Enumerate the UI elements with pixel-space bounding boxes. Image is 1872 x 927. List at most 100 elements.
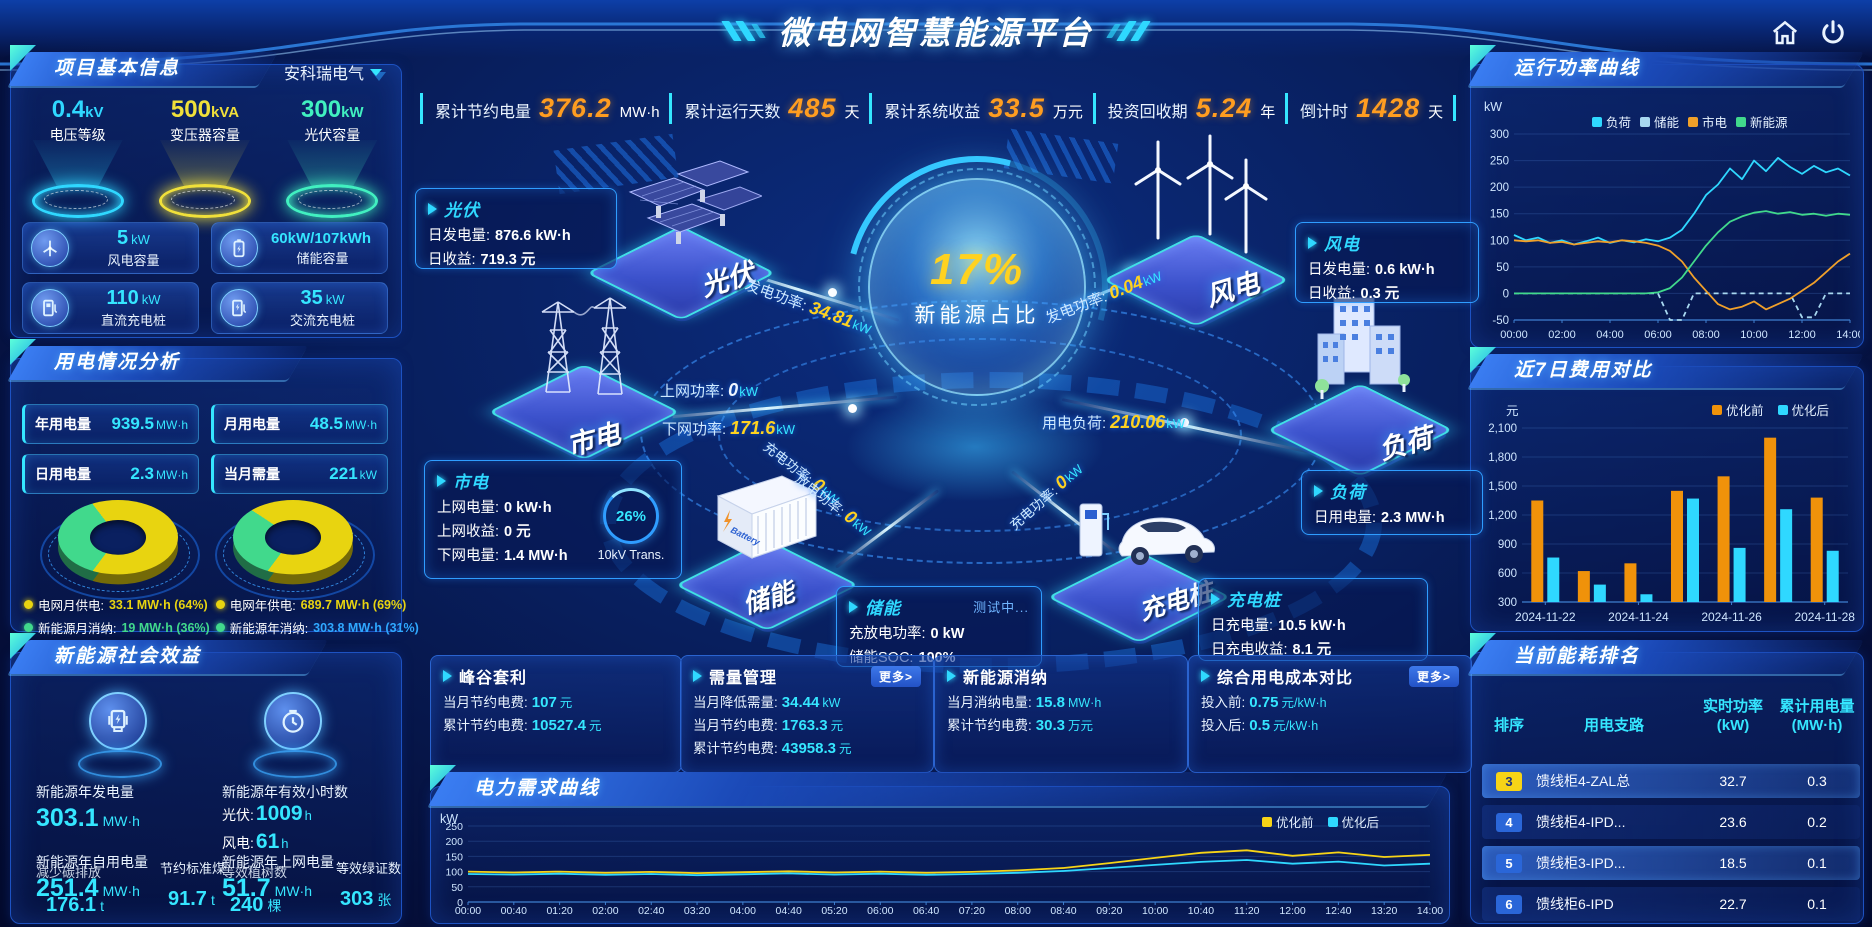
- arrow-icon: [437, 474, 446, 487]
- supply-donut: [39, 500, 200, 600]
- usage-stat-chip: 当月需量 221 kW: [211, 454, 388, 494]
- summary-line: 当月降低需量: 34.44 kW: [693, 694, 841, 711]
- power-curve-chart: 300 250 200 150 100 50 0 -50 00:00 02:00 04:00 06:0…: [1490, 129, 1860, 341]
- legend-item[interactable]: 优化后: [1777, 400, 1829, 419]
- svg-text:0: 0: [457, 897, 463, 909]
- ranking-table: 3 馈线柜4-ZAL总 32.7 0.3 4 馈线柜4-IPD... 23.6 0.2 5 馈线柜…: [1482, 764, 1860, 927]
- donut-legend: 电网月供电: 33.1 MW·h (64%) 电网年供电: 689.7 MW·h (6…: [24, 595, 419, 637]
- new-energy-share-orb: 17% 新能源占比: [858, 168, 1096, 406]
- chip-value: 221 kW: [329, 464, 377, 483]
- summary-panel-title: 新能源消纳: [947, 664, 1175, 688]
- company-select[interactable]: 安科瑞电气: [284, 60, 383, 84]
- capacity-card-value: 5 kW: [117, 227, 150, 249]
- svg-text:06:00: 06:00: [1644, 329, 1672, 341]
- capacity-card: 35 kW 交流充电桩: [211, 282, 388, 334]
- kpi-stats-bar: 累计节约电量 376.2 MW·h 累计运行天数 485 天累计系统收益 33.5 万元 投资回…: [420, 86, 1456, 130]
- summary-line: 当月消纳电量: 15.8 MW·h: [947, 694, 1102, 711]
- total-energy: 0.1: [1807, 896, 1827, 912]
- legend-label: 新能源月消纳:: [38, 622, 117, 636]
- capacity-card-body: 35 kW 交流充电桩: [258, 287, 387, 329]
- svg-text:300: 300: [1490, 129, 1509, 141]
- legend-item[interactable]: 储能: [1640, 112, 1679, 131]
- summary-line: 投入前: 0.75 元/kW·h: [1201, 694, 1327, 711]
- capacity-card: 60kW/107kWh 储能容量: [211, 222, 388, 274]
- svg-text:-50: -50: [1492, 315, 1509, 327]
- chip-label: 日用电量: [35, 466, 91, 482]
- flow-export-power: 上网功率: 0kW: [660, 380, 758, 400]
- chip-value: 2.3 MW·h: [130, 464, 188, 483]
- legend-swatch: [1777, 404, 1788, 415]
- charger-info-box: 充电桩 日充电量: 10.5 kW·h 日充电收益: 8.1 元: [1198, 578, 1428, 661]
- transformer-indicator: 26% 10kV Trans.: [596, 488, 666, 562]
- svg-text:09:20: 09:20: [1096, 905, 1122, 917]
- kpi-label: 累计系统收益: [884, 103, 981, 121]
- storage-status-badge: 测试中...: [973, 600, 1029, 615]
- summary-title-text: 新能源消纳: [963, 670, 1049, 687]
- svg-text:2024-11-28: 2024-11-28: [1794, 610, 1855, 624]
- legend-dot: [215, 623, 225, 632]
- legend-item[interactable]: 新能源: [1736, 112, 1788, 131]
- more-button[interactable]: 更多>: [870, 665, 921, 687]
- capacity-pedestal: 300kW 光伏容量: [273, 96, 391, 218]
- supply-donut: [214, 500, 375, 600]
- svg-text:05:20: 05:20: [821, 905, 847, 917]
- pedestal-inner-ring: [170, 190, 235, 209]
- realtime-power: 32.7: [1719, 773, 1747, 789]
- flow-load-power: 用电负荷: 210.06kW: [1042, 412, 1186, 432]
- legend-item[interactable]: 优化后: [1327, 812, 1379, 831]
- legend-swatch: [1736, 116, 1747, 127]
- chevron-down-icon: [370, 68, 383, 76]
- power-icon[interactable]: [1818, 18, 1848, 48]
- svg-text:200: 200: [1490, 182, 1509, 194]
- table-row[interactable]: 6 馈线柜6-IPD 22.7 0.1: [1482, 887, 1860, 921]
- beam-dot: [848, 404, 857, 413]
- kpi-value: 376.2: [539, 92, 612, 123]
- table-row[interactable]: 4 馈线柜4-IPD... 23.6 0.2: [1482, 805, 1860, 839]
- arrow-icon: [693, 670, 702, 682]
- legend-item[interactable]: 市电: [1688, 112, 1727, 131]
- cost-compare-legend: 优化前 优化后: [1712, 400, 1829, 419]
- svg-text:03:20: 03:20: [684, 905, 710, 917]
- pv-info-box: 光伏 日发电量: 876.6 kW·h 日收益: 719.3 元: [415, 188, 617, 269]
- capacity-card-body: 60kW/107kWh 储能容量: [258, 230, 387, 267]
- more-button[interactable]: 更多>: [1408, 665, 1459, 687]
- kpi-stat: 累计系统收益 33.5 万元: [869, 92, 1083, 124]
- new-energy-share-value: 17%: [929, 245, 1025, 294]
- summary-line: 累计节约电费: 30.3 万元: [947, 717, 1093, 734]
- arrow-icon: [1308, 236, 1317, 249]
- svg-text:14:00: 14:00: [1836, 329, 1860, 341]
- kpi-label: 累计节约电量: [435, 103, 532, 121]
- summary-line: 累计节约电费: 10527.4 元: [443, 717, 602, 734]
- svg-text:250: 250: [1490, 156, 1509, 168]
- benefit-value: 303 张: [340, 888, 392, 910]
- home-icon[interactable]: [1770, 18, 1800, 48]
- branch-name: 馈线柜4-IPD...: [1536, 814, 1626, 830]
- legend-item[interactable]: 优化前: [1712, 400, 1764, 419]
- svg-text:04:00: 04:00: [1596, 329, 1624, 341]
- legend-item[interactable]: 负荷: [1592, 112, 1631, 131]
- legend-item[interactable]: 优化前: [1262, 812, 1314, 831]
- pedestal-value: 500kVA: [170, 96, 240, 123]
- benefit-label: 新能源年上网电量: [222, 854, 334, 870]
- rank-badge-cell: 3: [1482, 771, 1536, 791]
- pedestal-glow-ring: [31, 184, 124, 218]
- svg-text:50: 50: [451, 882, 463, 894]
- pedestal-glow-ring: [286, 184, 379, 218]
- usage-stat-chip: 月用电量 48.5 MW·h: [211, 404, 388, 444]
- capacity-card-label: 直流充电桩: [100, 313, 166, 328]
- legend-value: 303.8 MW·h (31%): [313, 620, 419, 635]
- capacity-card-label: 储能容量: [296, 250, 349, 266]
- summary-panel: 需量管理 更多> 当月降低需量: 34.44 kW 当月节约电费: 1763.3 元累计节约电…: [680, 655, 934, 773]
- dc-charger-icon: [31, 289, 69, 327]
- svg-text:1,500: 1,500: [1488, 481, 1517, 493]
- svg-text:150: 150: [445, 851, 463, 863]
- table-row[interactable]: 5 馈线柜3-IPD... 18.5 0.1: [1482, 846, 1860, 880]
- realtime-power: 23.6: [1719, 814, 1747, 830]
- summary-line: 累计节约电费: 43958.3 元: [693, 740, 852, 757]
- table-row[interactable]: 3 馈线柜4-ZAL总 32.7 0.3: [1482, 764, 1860, 798]
- benefit-value: 303.1 MW·h: [36, 804, 140, 832]
- wind-turbine-icon: [31, 229, 69, 267]
- capacity-card: 110 kW 直流充电桩: [22, 282, 199, 334]
- benefit-wind-hours: 风电:61 h: [222, 830, 289, 853]
